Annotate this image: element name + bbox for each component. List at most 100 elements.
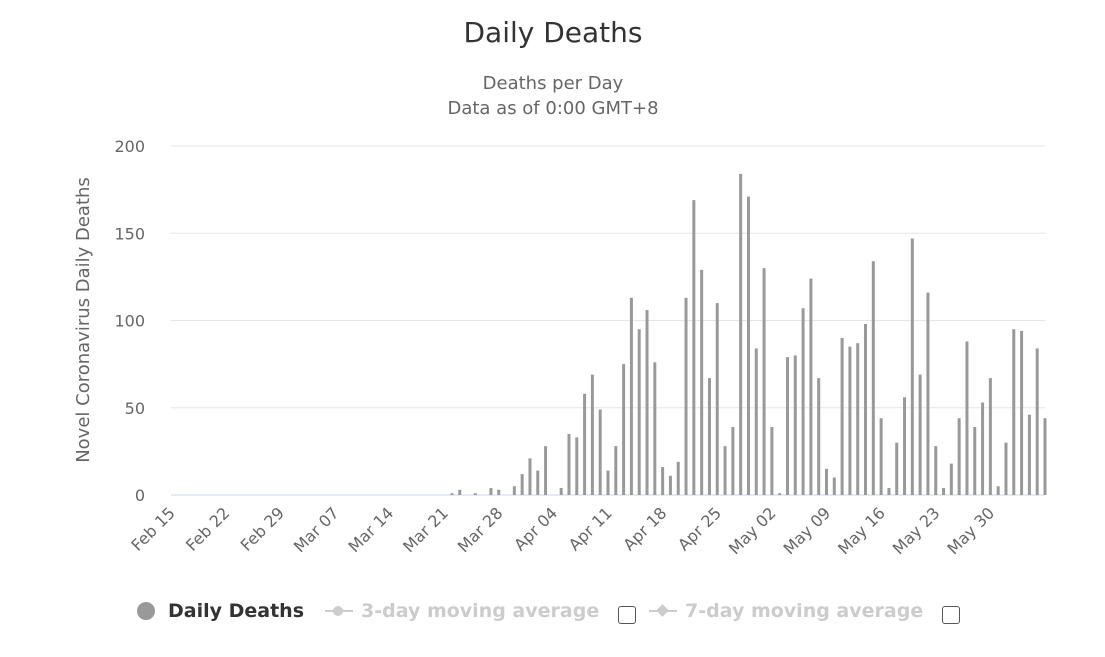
bar[interactable] — [520, 474, 524, 495]
line-circle-marker-icon — [325, 602, 353, 620]
bar[interactable] — [856, 343, 860, 495]
y-tick-label: 50 — [125, 399, 145, 418]
bar[interactable] — [871, 261, 875, 495]
bar[interactable] — [746, 196, 750, 496]
bar[interactable] — [934, 446, 938, 495]
bar[interactable] — [817, 378, 821, 495]
bar[interactable] — [614, 446, 618, 495]
bar[interactable] — [965, 341, 969, 495]
bar[interactable] — [645, 310, 649, 495]
legend-item-3-day-average[interactable]: 3-day moving average — [325, 598, 599, 624]
bar[interactable] — [637, 329, 641, 495]
legend-label-daily-deaths: Daily Deaths — [168, 600, 305, 622]
bar[interactable] — [1027, 414, 1031, 495]
bar[interactable] — [676, 461, 680, 495]
bar[interactable] — [473, 493, 477, 495]
bar[interactable] — [567, 433, 571, 495]
bar[interactable] — [700, 269, 704, 495]
bar[interactable] — [1004, 442, 1008, 495]
bar[interactable] — [739, 173, 743, 496]
bar[interactable] — [754, 348, 758, 495]
bar[interactable] — [840, 337, 844, 495]
bar[interactable] — [458, 489, 462, 495]
bar[interactable] — [692, 200, 696, 495]
bar[interactable] — [981, 402, 985, 495]
x-tick-label: May 16 — [834, 503, 889, 558]
bar[interactable] — [731, 426, 735, 495]
y-tick-label: 150 — [114, 224, 145, 243]
bar[interactable] — [926, 292, 930, 495]
bar[interactable] — [949, 463, 953, 495]
x-tick-label: Mar 07 — [290, 503, 343, 556]
x-tick-label: Apr 11 — [565, 503, 616, 554]
x-tick-label: Apr 18 — [619, 503, 670, 554]
x-tick-label: May 02 — [725, 503, 780, 558]
legend-label-7-day-average: 7-day moving average — [685, 600, 924, 622]
bar[interactable] — [661, 467, 665, 495]
bar[interactable] — [770, 426, 774, 495]
bar[interactable] — [668, 475, 672, 495]
bar[interactable] — [762, 268, 766, 495]
y-tick-label: 200 — [114, 137, 145, 156]
bar[interactable] — [895, 442, 899, 495]
bar[interactable] — [809, 278, 813, 495]
bar[interactable] — [450, 493, 454, 495]
bar[interactable] — [903, 397, 907, 495]
bar[interactable] — [536, 470, 540, 495]
bar[interactable] — [598, 409, 602, 495]
bar[interactable] — [801, 308, 805, 495]
bar[interactable] — [864, 323, 868, 495]
bar[interactable] — [583, 393, 587, 495]
bar[interactable] — [973, 426, 977, 495]
bar[interactable] — [653, 362, 657, 495]
legend-item-daily-deaths[interactable]: Daily Deaths — [137, 598, 304, 624]
bar[interactable] — [942, 488, 946, 495]
bar[interactable] — [497, 489, 501, 495]
bar[interactable] — [848, 346, 852, 495]
bar[interactable] — [778, 493, 782, 495]
bar[interactable] — [887, 488, 891, 495]
bar[interactable] — [832, 477, 836, 495]
bar[interactable] — [957, 418, 961, 495]
bar[interactable] — [544, 446, 548, 495]
bar[interactable] — [988, 378, 992, 495]
x-tick-label: Mar 28 — [454, 503, 507, 556]
bar[interactable] — [918, 374, 922, 495]
x-tick-label: Mar 21 — [399, 503, 452, 556]
bar[interactable] — [1035, 348, 1039, 495]
bar[interactable] — [559, 488, 563, 495]
chart-subtitle-line1: Deaths per Day — [483, 73, 624, 94]
x-tick-label: Apr 25 — [674, 503, 725, 554]
bar[interactable] — [575, 437, 579, 495]
x-tick-label: Feb 29 — [237, 503, 288, 554]
x-tick-label: Feb 15 — [127, 503, 178, 554]
bar[interactable] — [590, 374, 594, 495]
bar[interactable] — [528, 458, 532, 495]
bar[interactable] — [910, 238, 914, 496]
bar[interactable] — [879, 418, 883, 495]
bar[interactable] — [785, 357, 789, 495]
bar[interactable] — [707, 378, 711, 495]
bar[interactable] — [723, 446, 727, 495]
bar[interactable] — [1043, 418, 1047, 495]
bar[interactable] — [684, 297, 688, 495]
bar[interactable] — [606, 470, 610, 495]
bars-daily-deaths — [450, 173, 1047, 496]
bar[interactable] — [489, 488, 493, 495]
bar[interactable] — [996, 486, 1000, 495]
line-diamond-marker-icon — [649, 602, 677, 620]
legend-item-7-day-average[interactable]: 7-day moving average — [649, 598, 923, 624]
bar[interactable] — [629, 297, 633, 495]
bar[interactable] — [793, 355, 797, 495]
bar[interactable] — [825, 468, 828, 495]
bar[interactable] — [1020, 330, 1024, 495]
bar[interactable] — [715, 303, 719, 495]
bar[interactable] — [1012, 329, 1016, 495]
bar[interactable] — [512, 486, 516, 495]
toggle-3-day-average-checkbox[interactable] — [618, 606, 636, 624]
y-tick-label: 0 — [135, 486, 145, 505]
legend: Daily Deaths 3-day moving average 7-day … — [0, 598, 1105, 630]
toggle-7-day-average-checkbox[interactable] — [942, 606, 960, 624]
bar[interactable] — [622, 364, 626, 495]
